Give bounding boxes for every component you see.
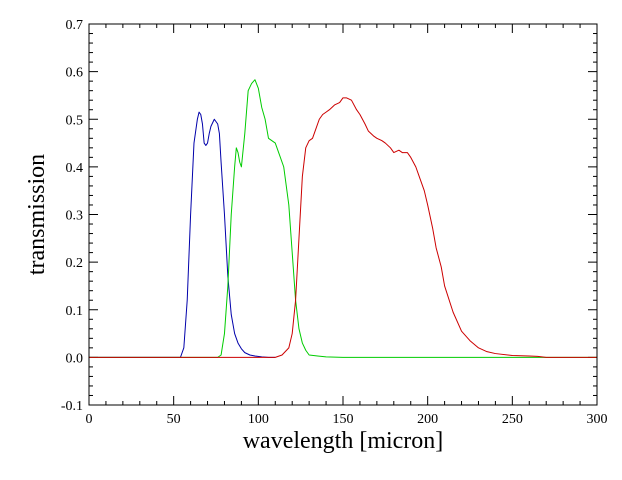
y-tick-label: 0.1 xyxy=(66,304,84,319)
y-tick-label: 0.6 xyxy=(66,66,84,81)
ticks-layer xyxy=(88,23,598,406)
y-tick-label: 0.2 xyxy=(66,256,84,271)
series-layer xyxy=(89,79,597,358)
series-line-2 xyxy=(89,79,597,358)
x-axis-title: wavelength [micron] xyxy=(243,428,444,454)
x-tick-label: 100 xyxy=(248,412,269,427)
x-tick-label: 300 xyxy=(587,412,608,427)
y-tick-label: 0.3 xyxy=(66,209,84,224)
y-tick-label: 0.4 xyxy=(66,161,84,176)
x-tick-label: 200 xyxy=(417,412,438,427)
labels-layer: 0 50 100 150 200 250 300 -0.1 0.0 0.1 0.2 0.3 0.4 0.5… xyxy=(61,18,608,427)
y-axis-title: transmission xyxy=(24,154,50,275)
y-tick-label: 0.7 xyxy=(66,18,84,33)
y-tick-label: 0.5 xyxy=(66,113,84,128)
x-tick-label: 150 xyxy=(333,412,354,427)
plot-frame xyxy=(88,23,598,406)
x-tick-label: 0 xyxy=(86,412,93,427)
y-tick-label: -0.1 xyxy=(61,399,83,414)
x-tick-label: 250 xyxy=(502,412,523,427)
x-tick-label: 50 xyxy=(167,412,181,427)
y-tick-label: 0.0 xyxy=(66,351,84,366)
series-line-1 xyxy=(89,111,276,358)
series-line-3 xyxy=(89,97,597,358)
